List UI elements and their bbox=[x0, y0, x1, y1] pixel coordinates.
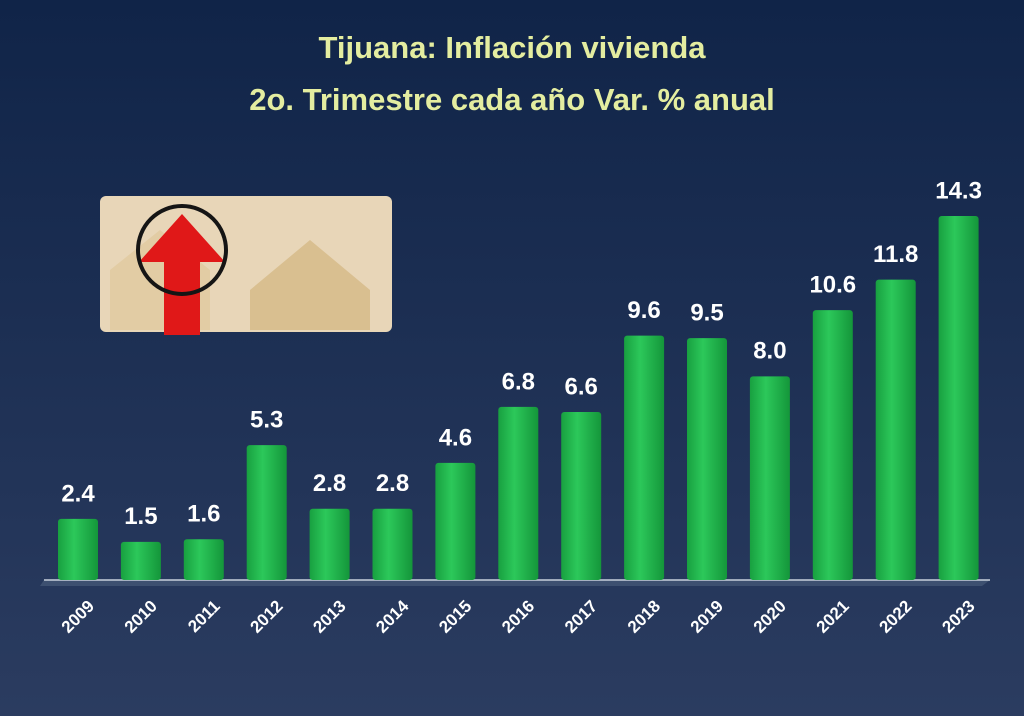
bar bbox=[309, 508, 350, 580]
bar bbox=[183, 539, 224, 580]
value-label: 6.6 bbox=[565, 373, 598, 400]
floor bbox=[40, 580, 990, 586]
bar bbox=[687, 338, 727, 580]
value-label: 1.5 bbox=[124, 503, 157, 530]
chart-subtitle: 2o. Trimestre cada año Var. % anual bbox=[249, 82, 775, 117]
bar bbox=[624, 335, 665, 580]
value-label: 2.8 bbox=[376, 470, 409, 497]
bar bbox=[875, 279, 916, 580]
value-label: 2.8 bbox=[313, 470, 346, 497]
value-label: 8.0 bbox=[753, 338, 786, 365]
value-label: 11.8 bbox=[873, 241, 918, 268]
bar bbox=[372, 508, 413, 580]
value-label: 5.3 bbox=[250, 406, 283, 433]
value-label: 4.6 bbox=[439, 424, 472, 451]
value-label: 6.8 bbox=[502, 368, 535, 395]
value-label: 9.6 bbox=[627, 297, 660, 324]
value-label: 14.3 bbox=[935, 177, 982, 204]
bar bbox=[749, 376, 790, 580]
chart-title: Tijuana: Inflación vivienda bbox=[318, 30, 706, 65]
bar bbox=[561, 412, 602, 580]
value-label: 9.5 bbox=[690, 300, 723, 327]
bar bbox=[812, 310, 853, 580]
value-label: 2.4 bbox=[61, 480, 95, 507]
house-image bbox=[100, 196, 392, 335]
value-label: 1.6 bbox=[187, 501, 220, 528]
value-label: 10.6 bbox=[809, 272, 856, 299]
bar bbox=[120, 541, 161, 580]
bar bbox=[58, 518, 98, 580]
bar bbox=[938, 216, 979, 580]
bar bbox=[435, 462, 476, 580]
bar bbox=[498, 406, 539, 580]
bar bbox=[246, 445, 287, 580]
